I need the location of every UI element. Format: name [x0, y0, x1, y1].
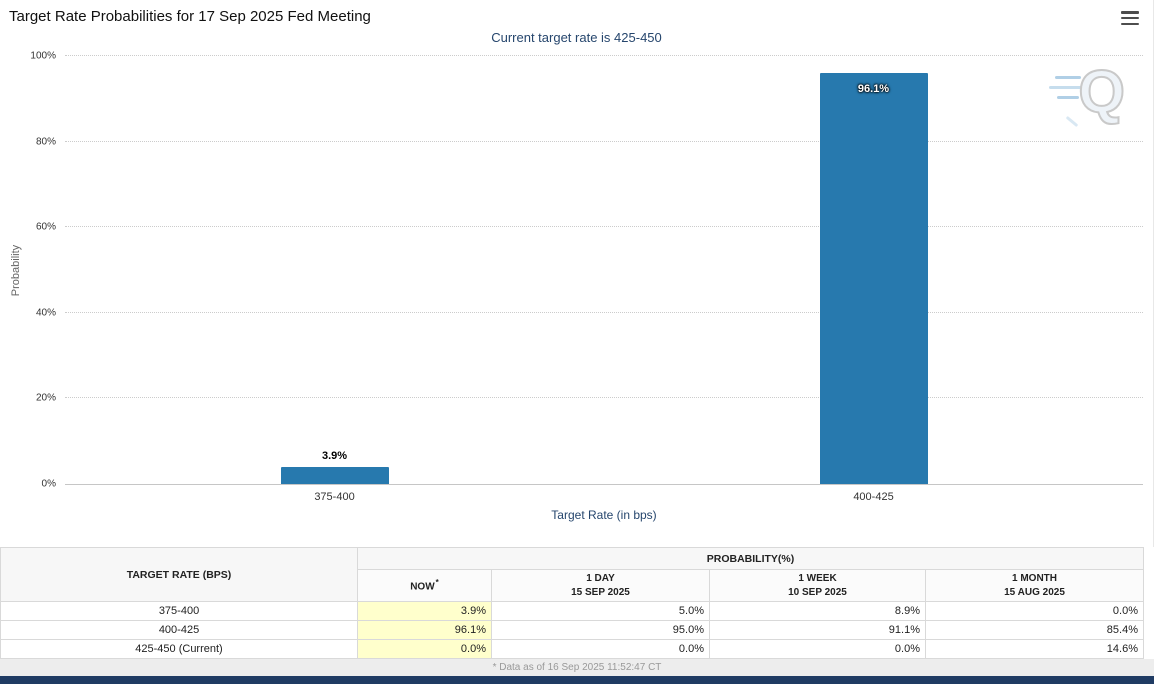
table-row: 425-450 (Current) 0.0% 0.0% 0.0% 14.6%: [0, 639, 1144, 659]
col-header-1month: 1 MONTH 15 AUG 2025: [925, 569, 1144, 602]
now-value-cell: 0.0%: [357, 639, 492, 659]
month-value-cell: 0.0%: [925, 601, 1144, 621]
plot-area: Q 0% 20% 40% 60% 80% 100% 3.9% 375-400 96.1% 400-…: [30, 51, 1143, 503]
rate-cell: 425-450 (Current): [0, 639, 358, 659]
chart-title: Target Rate Probabilities for 17 Sep 202…: [9, 8, 371, 25]
rate-cell: 375-400: [0, 601, 358, 621]
day-value-cell: 95.0%: [491, 620, 710, 640]
col-header-1week: 1 WEEK 10 SEP 2025: [709, 569, 926, 602]
y-axis-tick-label: 40%: [35, 307, 56, 319]
watermark-line: [1049, 86, 1083, 89]
week-value-cell: 8.9%: [709, 601, 926, 621]
probability-table: TARGET RATE (BPS) PROBABILITY(%) NOW* 1 …: [0, 547, 1144, 659]
bar-value-label: 3.9%: [321, 450, 348, 463]
gridline: [65, 140, 1143, 142]
week-value-cell: 0.0%: [709, 639, 926, 659]
x-axis-tick-label: 400-425: [853, 491, 894, 503]
day-value-cell: 5.0%: [491, 601, 710, 621]
y-axis-tick-label: 0%: [41, 478, 56, 490]
gridline: [65, 397, 1143, 399]
month-value-cell: 85.4%: [925, 620, 1144, 640]
chart-panel: Target Rate Probabilities for 17 Sep 202…: [9, 0, 1154, 547]
gridline: [65, 55, 1143, 56]
rate-cell: 400-425: [0, 620, 358, 640]
probability-group-header: PROBABILITY(%): [357, 547, 1144, 570]
chart-bar-375-400[interactable]: [280, 467, 389, 484]
day-value-cell: 0.0%: [491, 639, 710, 659]
watermark-q-letter: Q: [1077, 58, 1126, 125]
quikstrike-watermark-icon: Q: [1049, 58, 1126, 142]
col-header-now: NOW*: [357, 569, 492, 602]
col-header-1day: 1 DAY 15 SEP 2025: [491, 569, 710, 602]
watermark-line: [1065, 115, 1079, 128]
bottom-bar: [0, 676, 1154, 684]
hamburger-menu-icon[interactable]: [1121, 11, 1139, 25]
target-rate-header: TARGET RATE (BPS): [0, 547, 358, 602]
asterisk-mark: *: [435, 577, 439, 587]
menu-line: [1121, 22, 1139, 25]
watermark-line: [1055, 76, 1081, 79]
x-axis-tick-label: 375-400: [314, 491, 355, 503]
now-value-cell: 3.9%: [357, 601, 492, 621]
week-value-cell: 91.1%: [709, 620, 926, 640]
x-axis-title: Target Rate (in bps): [551, 508, 657, 522]
chart-subtitle: Current target rate is 425-450: [491, 30, 662, 45]
y-axis-tick-label: 20%: [35, 392, 56, 404]
y-axis-tick-label: 60%: [35, 221, 56, 233]
gridline: [65, 311, 1143, 313]
table-row: 400-425 96.1% 95.0% 91.1% 85.4%: [0, 620, 1144, 640]
bar-value-label: 96.1%: [857, 82, 890, 95]
watermark-line: [1057, 96, 1079, 99]
data-as-of-note: * Data as of 16 Sep 2025 11:52:47 CT: [0, 659, 1154, 676]
menu-line: [1121, 16, 1139, 20]
gridline: [65, 226, 1143, 228]
y-axis-title: Probability: [10, 244, 22, 297]
probability-table-section: TARGET RATE (BPS) PROBABILITY(%) NOW* 1 …: [0, 547, 1154, 684]
now-value-cell: 96.1%: [357, 620, 492, 640]
table-row: 375-400 3.9% 5.0% 8.9% 0.0%: [0, 601, 1144, 621]
menu-line: [1121, 11, 1139, 14]
y-axis-tick-label: 80%: [35, 136, 56, 148]
month-value-cell: 14.6%: [925, 639, 1144, 659]
chart-bar-400-425[interactable]: [819, 72, 928, 484]
y-axis-tick-label: 100%: [30, 50, 56, 62]
